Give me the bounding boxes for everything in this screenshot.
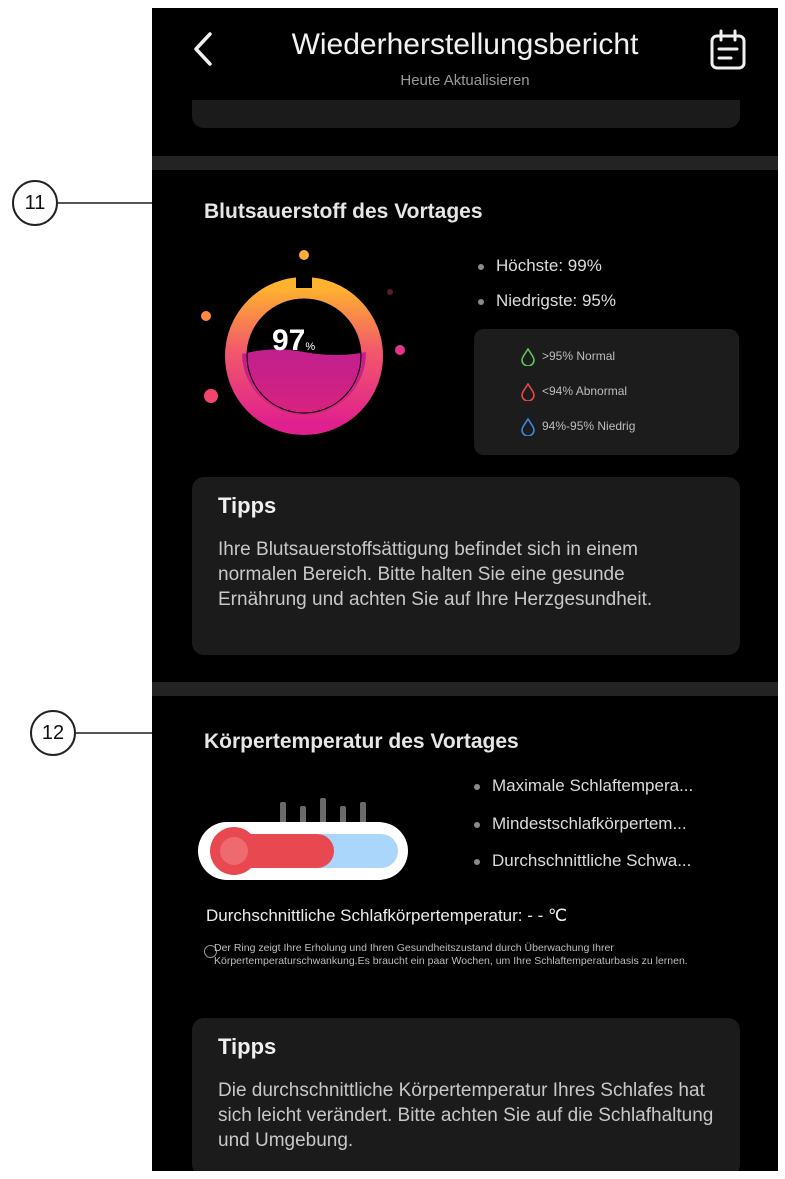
section-separator [152,682,778,696]
calendar-icon [710,29,746,70]
page-subtitle[interactable]: Heute Aktualisieren [400,72,530,89]
phone-screen: Wiederherstellungsbericht Heute Aktualis… [152,8,778,1171]
blood-oxygen-tips-card: Tipps Ihre Blutsauerstoffsättigung befin… [192,477,740,655]
legend-low: 94%-95% Niedrig [520,417,635,437]
previous-card-bottom [192,100,740,128]
average-temperature-label: Durchschnittliche Schlafkörpertemperatur… [206,906,568,925]
section-separator [152,156,778,170]
callout-11: 11 [12,180,58,226]
blood-oxygen-ring [201,250,405,435]
blood-oxygen-lowest: Niedrigste: 95% [478,291,616,311]
bullet-dot [474,858,480,865]
temp-stat-avg: Durchschnittliche Schwa... [474,851,691,871]
bullet-dot [474,821,480,828]
blood-oxygen-title: Blutsauerstoff des Vortages [204,200,483,223]
temp-stat-max: Maximale Schlaftempera... [474,776,693,796]
callout-12: 12 [30,710,76,756]
legend-abnormal: <94% Abnormal [520,382,627,402]
calendar-button[interactable] [708,28,748,72]
temp-stat-min: Mindestschlafkörpertem... [474,814,687,834]
tips-text: Die durchschnittliche Körpertemperatur I… [218,1080,714,1151]
droplet-green-icon [521,347,535,367]
blood-oxygen-legend: >95% Normal <94% Abnormal 94%-95% Niedri… [474,329,739,455]
tips-text: Ihre Blutsauerstoffsättigung befindet si… [218,539,653,610]
back-button[interactable] [186,28,220,70]
chevron-left-icon [194,32,212,66]
info-icon [204,945,217,958]
legend-normal: >95% Normal [520,347,615,367]
body-temperature-title: Körpertemperatur des Vortages [204,730,519,753]
bullet-dot [474,783,480,790]
droplet-red-icon [521,382,535,402]
page-title: Wiederherstellungsbericht [291,28,639,61]
callout-line-12 [76,732,180,734]
droplet-blue-icon [521,417,535,437]
thermometer-graphic [198,798,408,880]
bullet-dot [478,298,484,305]
blood-oxygen-highest: Höchste: 99% [478,256,602,276]
tips-title: Tipps [218,493,277,518]
temperature-tips-card: Tipps Die durchschnittliche Körpertemper… [192,1018,740,1171]
tips-title: Tipps [218,1034,277,1059]
bullet-dot [478,263,484,270]
callout-line-11 [58,202,166,204]
blood-oxygen-value: 97% [272,324,316,357]
temperature-note: Der Ring zeigt Ihre Erholung und Ihren G… [214,942,688,967]
